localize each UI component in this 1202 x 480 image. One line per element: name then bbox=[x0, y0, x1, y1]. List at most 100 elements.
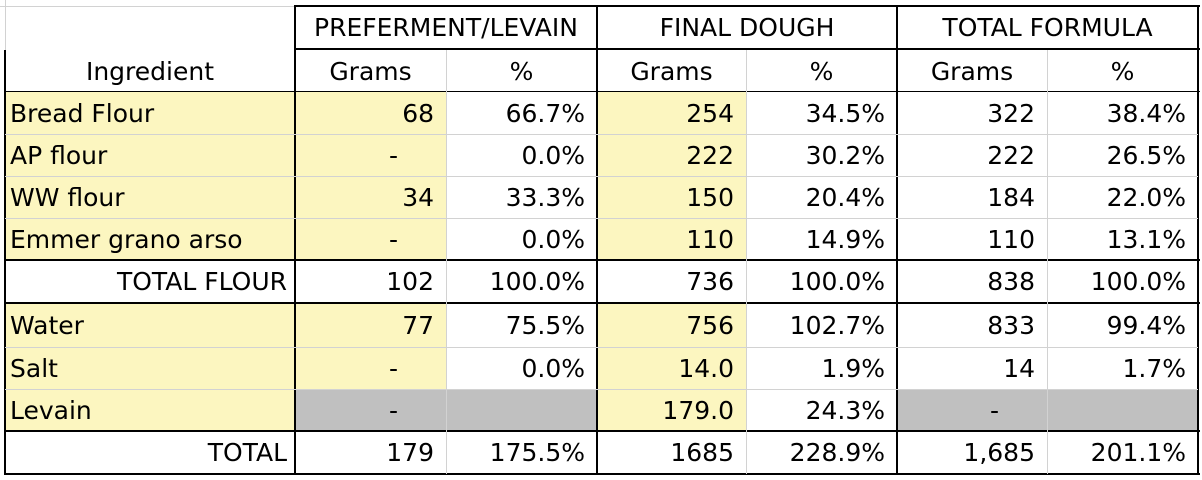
cell-fill bbox=[295, 218, 446, 260]
cell-fill bbox=[446, 389, 597, 431]
ingredient-cell[interactable]: WW flour bbox=[10, 182, 125, 212]
value-cell-pre-pct[interactable]: 0.0% bbox=[521, 224, 585, 254]
value-cell-fin-g[interactable]: 14.0 bbox=[678, 353, 734, 383]
value-cell-pre-g[interactable]: 77 bbox=[402, 310, 434, 340]
value-cell-tot-g[interactable]: 838 bbox=[987, 267, 1035, 296]
border-col-total bbox=[896, 5, 898, 475]
value-cell-fin-g[interactable]: 179.0 bbox=[662, 395, 734, 425]
value-cell-pre-pct[interactable]: 0.0% bbox=[521, 140, 585, 170]
value-cell-tot-g[interactable]: 110 bbox=[987, 224, 1035, 254]
value-cell-fin-g[interactable]: 110 bbox=[686, 224, 734, 254]
header-final-percent[interactable]: % bbox=[809, 56, 834, 86]
ingredient-cell[interactable]: Levain bbox=[10, 395, 92, 425]
border-below-total-flour bbox=[5, 302, 1200, 304]
cell-fill bbox=[295, 176, 446, 218]
ingredient-cell[interactable]: TOTAL bbox=[207, 438, 287, 467]
ingredient-cell[interactable]: TOTAL FLOUR bbox=[116, 267, 287, 296]
value-cell-tot-g[interactable]: 222 bbox=[987, 140, 1035, 170]
value-cell-tot-pct[interactable]: 100.0% bbox=[1090, 267, 1186, 296]
ingredient-cell[interactable]: Salt bbox=[10, 353, 58, 383]
group-header-preferment[interactable]: PREFERMENT/LEVAIN bbox=[314, 12, 578, 42]
border-col-final bbox=[596, 5, 598, 475]
gridline-inner-0 bbox=[446, 50, 447, 474]
border-below-groups bbox=[295, 48, 1200, 50]
value-cell-pre-g[interactable]: - bbox=[388, 353, 398, 383]
value-cell-tot-pct[interactable] bbox=[1047, 389, 1198, 431]
value-cell-pre-g[interactable]: 68 bbox=[402, 98, 434, 128]
value-cell-tot-pct[interactable]: 38.4% bbox=[1106, 98, 1186, 128]
value-cell-tot-g[interactable]: 833 bbox=[987, 310, 1035, 340]
value-cell-tot-pct[interactable]: 22.0% bbox=[1106, 182, 1186, 212]
value-cell-fin-pct[interactable]: 228.9% bbox=[789, 438, 885, 467]
value-cell-pre-g[interactable]: 179 bbox=[386, 438, 434, 467]
value-cell-pre-pct[interactable]: 33.3% bbox=[505, 182, 585, 212]
border-above-total bbox=[5, 430, 1200, 432]
cell-fill bbox=[597, 92, 746, 134]
gridline-row-4 bbox=[5, 389, 1198, 390]
value-cell-pre-g[interactable]: - bbox=[388, 395, 398, 425]
value-cell-pre-g[interactable]: - bbox=[388, 224, 398, 254]
ingredient-cell[interactable]: Bread Flour bbox=[10, 98, 155, 128]
value-cell-fin-pct[interactable]: 20.4% bbox=[805, 182, 885, 212]
ingredient-cell[interactable]: Emmer grano arso bbox=[10, 224, 243, 254]
value-cell-tot-pct[interactable]: 201.1% bbox=[1090, 438, 1186, 467]
value-cell-fin-g[interactable]: 150 bbox=[686, 182, 734, 212]
gridline-inner-2 bbox=[1047, 50, 1048, 474]
value-cell-fin-pct[interactable]: 100.0% bbox=[789, 267, 885, 296]
header-total-percent[interactable]: % bbox=[1110, 56, 1135, 86]
header-ingredient[interactable]: Ingredient bbox=[85, 56, 215, 86]
value-cell-fin-pct[interactable]: 1.9% bbox=[821, 353, 885, 383]
value-cell-pre-pct[interactable]: 100.0% bbox=[489, 267, 585, 296]
gridline-row-3 bbox=[5, 347, 1198, 348]
cell-fill bbox=[897, 389, 1047, 431]
value-cell-fin-g[interactable]: 254 bbox=[686, 98, 734, 128]
value-cell-fin-g[interactable]: 1685 bbox=[670, 438, 734, 467]
value-cell-pre-pct[interactable]: 66.7% bbox=[505, 98, 585, 128]
value-cell-pre-pct[interactable]: 175.5% bbox=[489, 438, 585, 467]
gridline-row-1 bbox=[5, 176, 1198, 177]
header-final-grams[interactable]: Grams bbox=[630, 56, 713, 86]
value-cell-fin-pct[interactable]: 102.7% bbox=[789, 310, 885, 340]
border-above-total-flour bbox=[5, 259, 1200, 261]
border-bottom bbox=[5, 473, 1200, 475]
group-header-total-formula[interactable]: TOTAL FORMULA bbox=[942, 12, 1153, 42]
value-cell-fin-pct[interactable]: 24.3% bbox=[805, 395, 885, 425]
value-cell-tot-pct[interactable]: 13.1% bbox=[1106, 224, 1186, 254]
value-cell-fin-g[interactable]: 736 bbox=[686, 267, 734, 296]
value-cell-tot-g[interactable]: - bbox=[989, 395, 999, 425]
ingredient-cell[interactable]: AP flour bbox=[10, 140, 108, 170]
header-total-grams[interactable]: Grams bbox=[930, 56, 1014, 86]
border-left bbox=[4, 50, 6, 475]
value-cell-fin-g[interactable]: 222 bbox=[686, 140, 734, 170]
value-cell-fin-pct[interactable]: 34.5% bbox=[805, 98, 885, 128]
group-header-final-dough[interactable]: FINAL DOUGH bbox=[659, 12, 835, 42]
gridline-row-2 bbox=[5, 218, 1198, 219]
value-cell-pre-g[interactable]: 34 bbox=[402, 182, 434, 212]
value-cell-tot-g[interactable]: 184 bbox=[987, 182, 1035, 212]
cell-fill bbox=[1047, 389, 1198, 431]
header-preferment-percent[interactable]: % bbox=[509, 56, 534, 86]
gridline-row-0 bbox=[5, 134, 1198, 135]
header-preferment-grams[interactable]: Grams bbox=[329, 56, 412, 86]
value-cell-tot-g[interactable]: 14 bbox=[1003, 353, 1035, 383]
value-cell-tot-g[interactable]: 1,685 bbox=[963, 438, 1035, 467]
gridline-left-top bbox=[5, 0, 6, 50]
value-cell-tot-pct[interactable]: 26.5% bbox=[1106, 140, 1186, 170]
value-cell-tot-pct[interactable]: 1.7% bbox=[1122, 353, 1186, 383]
gridline-inner-1 bbox=[746, 50, 747, 474]
value-cell-fin-pct[interactable]: 30.2% bbox=[805, 140, 885, 170]
ingredient-cell[interactable]: Water bbox=[10, 310, 84, 340]
value-cell-fin-g[interactable]: 756 bbox=[686, 310, 734, 340]
value-cell-pre-g[interactable]: 102 bbox=[386, 267, 434, 296]
value-cell-pre-pct[interactable]: 0.0% bbox=[521, 353, 585, 383]
value-cell-tot-pct[interactable]: 99.4% bbox=[1106, 310, 1186, 340]
value-cell-pre-pct[interactable] bbox=[446, 389, 597, 431]
border-top-groups bbox=[295, 5, 1200, 7]
cell-fill bbox=[295, 347, 446, 389]
cell-fill bbox=[5, 303, 295, 347]
value-cell-tot-g[interactable]: 322 bbox=[987, 98, 1035, 128]
cell-fill bbox=[295, 134, 446, 176]
value-cell-pre-g[interactable]: - bbox=[388, 140, 398, 170]
value-cell-pre-pct[interactable]: 75.5% bbox=[505, 310, 585, 340]
value-cell-fin-pct[interactable]: 14.9% bbox=[805, 224, 885, 254]
